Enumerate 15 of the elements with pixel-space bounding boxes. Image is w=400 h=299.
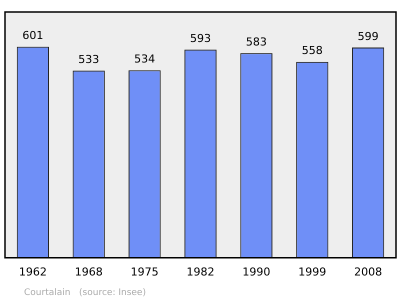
data-label: 533 xyxy=(78,53,100,66)
data-label: 601 xyxy=(22,29,44,42)
x-tick-label: 1999 xyxy=(298,265,326,278)
x-tick-label: 2008 xyxy=(354,265,382,278)
data-label: 583 xyxy=(246,35,267,48)
x-tick-label: 1962 xyxy=(18,265,47,278)
data-label: 593 xyxy=(190,32,211,45)
x-tick-label: 1982 xyxy=(186,265,214,278)
x-tick-label: 1990 xyxy=(242,265,270,278)
data-label: 558 xyxy=(302,44,323,58)
text: Courtalain (source: Insee) xyxy=(24,288,146,298)
data-label: 534 xyxy=(134,52,156,66)
data-label: 599 xyxy=(358,30,379,43)
x-tick-label: 1968 xyxy=(74,265,103,278)
x-tick-label: 1975 xyxy=(130,265,159,278)
